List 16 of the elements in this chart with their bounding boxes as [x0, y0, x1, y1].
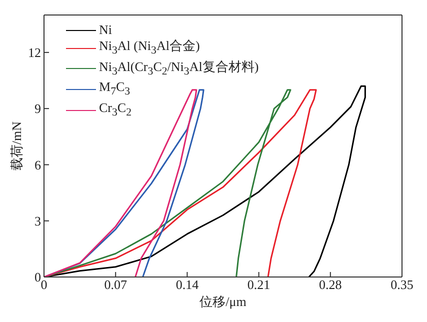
y-tick-label: 6 — [34, 157, 42, 172]
x-tick-label: 0.35 — [390, 277, 414, 292]
y-tick-label: 9 — [34, 101, 41, 116]
x-tick-label: 0.21 — [247, 277, 270, 292]
y-tick-label: 12 — [28, 45, 41, 60]
y-axis-title: 载荷/mN — [9, 120, 24, 171]
x-axis-title: 位移/μm — [200, 294, 246, 309]
text: Ni$_{3}$Al(Cr$_{3}$C$_{2}$/Ni$_{3}$Al复合材料) — [99, 58, 259, 78]
legend-label: Cr$_{3}$C$_{2}$ — [99, 100, 132, 120]
y-tick-label: 3 — [34, 213, 41, 228]
legend-label: Ni$_{3}$Al (Ni$_{3}$Al合金) — [99, 38, 200, 59]
legend-label: M$_{7}$C$_{3}$ — [99, 79, 130, 100]
x-tick-label: 0.07 — [104, 277, 128, 292]
x-tick-label: 0.14 — [176, 277, 200, 292]
legend-label: Ni — [99, 22, 112, 38]
x-tick-label: 0.28 — [319, 277, 342, 292]
